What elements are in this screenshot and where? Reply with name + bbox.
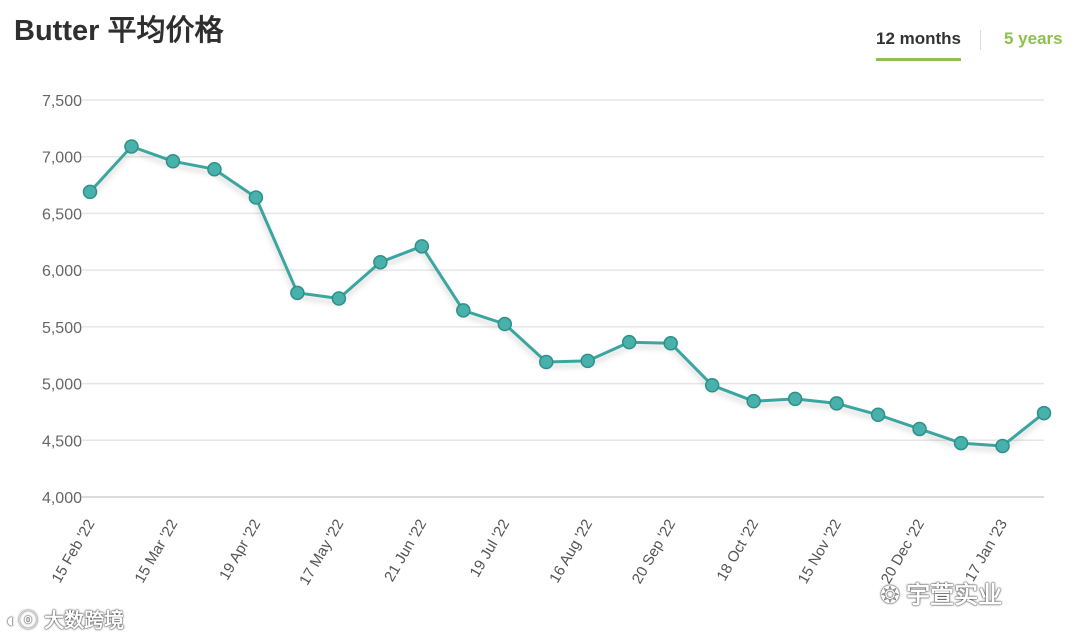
watermark-left-text: 大数跨境 — [44, 610, 125, 632]
data-point[interactable] — [829, 396, 844, 411]
x-tick-label: 19 Jul '22 — [467, 517, 514, 581]
data-point[interactable] — [580, 353, 595, 369]
watermark-logo-icon: ◐ⓞ — [6, 610, 39, 632]
grid-lines — [82, 99, 1044, 498]
y-tick-label: 6,500 — [42, 206, 82, 223]
tab-12-months[interactable]: 12 months — [876, 28, 962, 61]
x-tick-label: 19 Apr '22 — [216, 517, 264, 584]
data-point[interactable] — [373, 254, 388, 270]
series-line — [88, 145, 1045, 448]
y-axis-tick-labels: 4,000 4,500 5,000 5,500 6,000 6,500 7,000 7,500 — [42, 93, 82, 507]
x-tick-label: 21 Jun '22 — [381, 517, 430, 585]
data-point[interactable] — [207, 161, 222, 177]
watermark-right: ❂ 宇萱实业 — [880, 575, 1002, 610]
data-point[interactable] — [870, 407, 886, 423]
data-point[interactable] — [331, 291, 347, 306]
x-tick-label: 15 Nov '22 — [795, 517, 845, 587]
data-point[interactable] — [248, 190, 264, 205]
x-tick-label: 15 Feb '22 — [49, 517, 99, 586]
data-point[interactable] — [539, 354, 554, 370]
data-point[interactable] — [1036, 405, 1052, 421]
x-tick-label: 18 Oct '22 — [713, 517, 762, 584]
x-axis-tick-labels: 15 Feb '22 15 Mar '22 19 Apr '22 17 May '22… — [49, 517, 1011, 589]
tab-5-years[interactable]: 5 years — [1004, 29, 1063, 48]
y-tick-label: 7,500 — [42, 93, 82, 110]
tab-separator — [980, 30, 981, 50]
x-tick-label: 20 Sep '22 — [629, 517, 679, 587]
watermark-left: ◐ⓞ 大数跨境 — [6, 604, 124, 633]
series-layer — [82, 139, 1052, 454]
x-tick-label: 16 Aug '22 — [546, 517, 596, 587]
y-tick-label: 4,000 — [42, 490, 82, 507]
data-point[interactable] — [165, 154, 181, 169]
data-point[interactable] — [456, 303, 471, 318]
data-point[interactable] — [953, 435, 969, 451]
chart-title: Butter 平均价格 — [14, 15, 224, 47]
y-tick-label: 7,000 — [42, 150, 82, 167]
x-tick-label: 15 Mar '22 — [131, 517, 181, 586]
data-point[interactable] — [414, 239, 430, 254]
x-tick-label: 17 May '22 — [296, 517, 347, 589]
data-point[interactable] — [621, 334, 637, 350]
data-point[interactable] — [912, 421, 927, 437]
y-tick-label: 5,500 — [42, 320, 82, 337]
y-tick-label: 6,000 — [42, 263, 82, 280]
data-point[interactable] — [787, 391, 803, 407]
data-point[interactable] — [746, 393, 761, 409]
wechat-icon: ❂ — [880, 582, 901, 609]
data-point[interactable] — [995, 438, 1010, 454]
y-tick-label: 4,500 — [42, 433, 82, 450]
y-tick-label: 5,000 — [42, 377, 82, 394]
data-point[interactable] — [663, 336, 678, 351]
data-point[interactable] — [704, 378, 720, 393]
data-point[interactable] — [497, 316, 513, 332]
watermark-right-text: 宇萱实业 — [906, 582, 1003, 609]
data-point[interactable] — [82, 184, 98, 200]
data-point[interactable] — [290, 285, 305, 301]
data-point[interactable] — [124, 139, 139, 154]
